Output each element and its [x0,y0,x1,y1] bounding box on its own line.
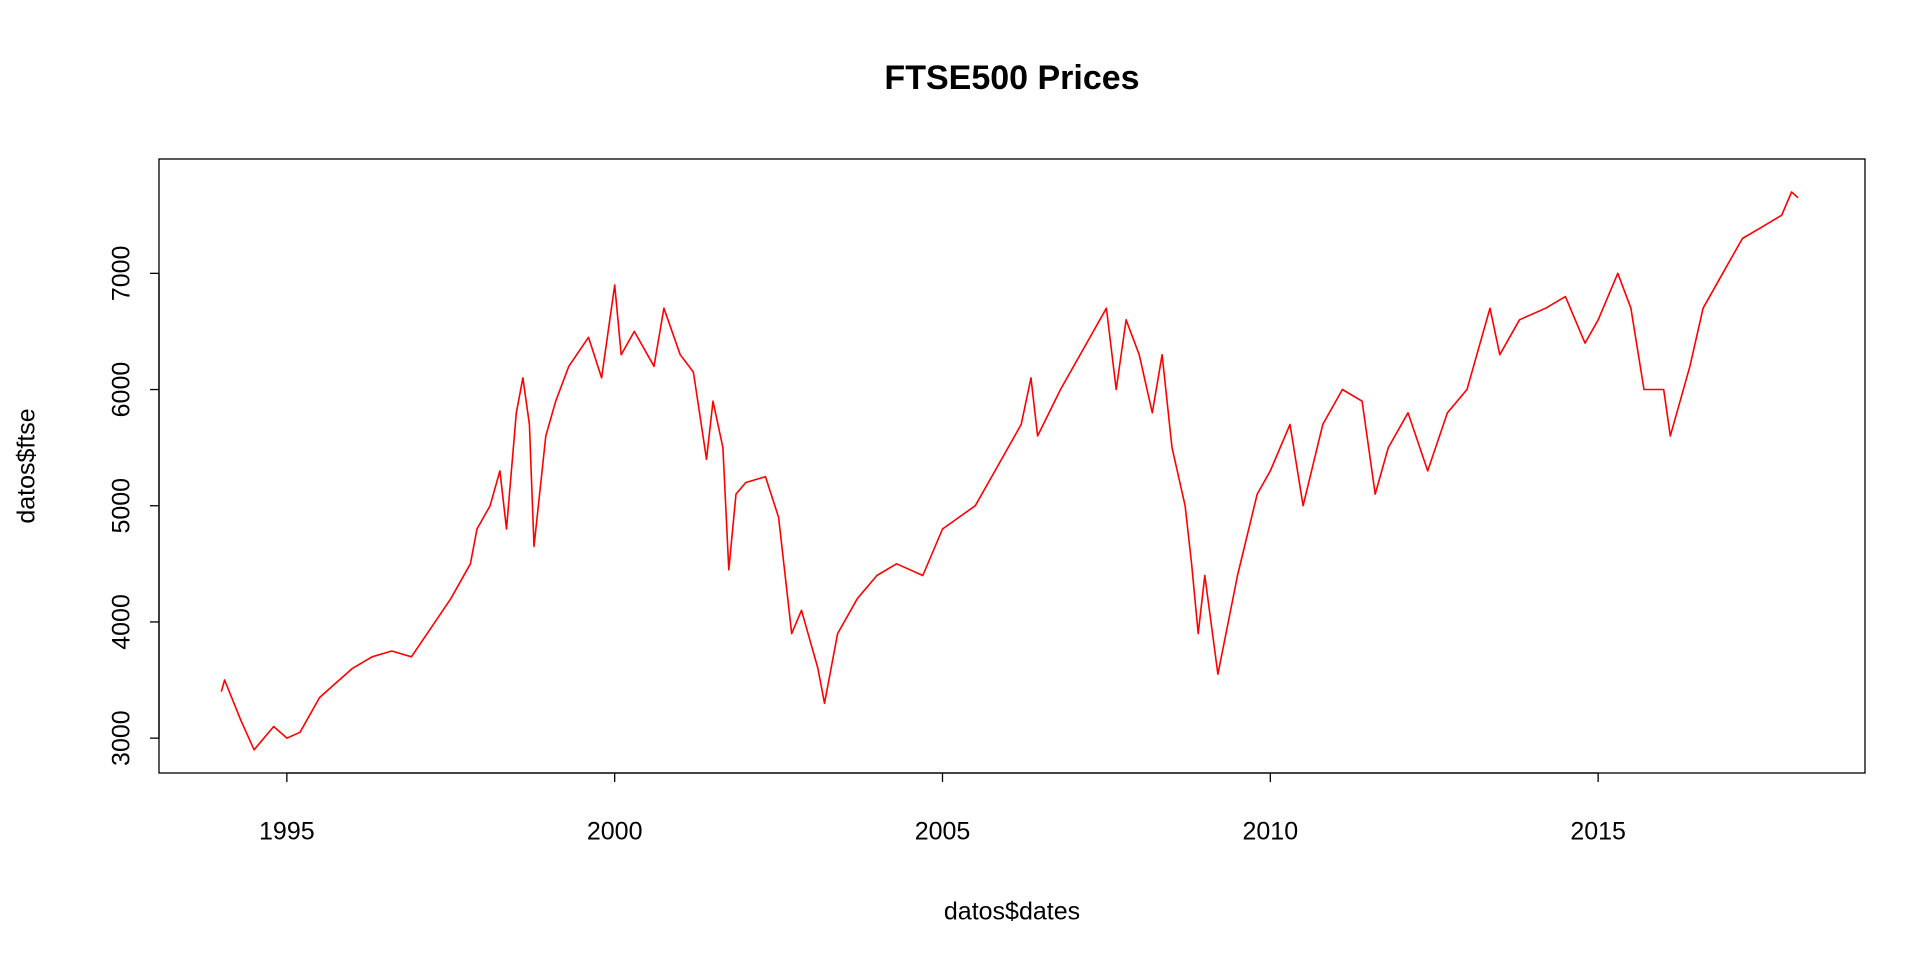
price-line [220,191,1799,751]
y-tick-label: 4000 [108,594,136,650]
y-tick-label: 6000 [108,362,136,418]
x-tick-label: 2015 [1570,818,1626,846]
x-tick-label: 2005 [915,818,971,846]
x-tick-label: 2010 [1243,818,1299,846]
plot-frame [158,158,1866,774]
y-tick-label: 3000 [108,710,136,766]
chart-title: FTSE500 Prices [884,59,1139,97]
y-tick-label: 7000 [108,246,136,302]
x-tick-label: 1995 [259,818,315,846]
x-tick-label: 2000 [587,818,643,846]
y-axis-label: datos$ftse [13,408,41,523]
x-axis-label: datos$dates [944,898,1080,926]
y-tick-label: 5000 [108,478,136,534]
